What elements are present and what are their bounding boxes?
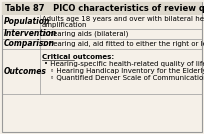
Text: Outcomes: Outcomes: [4, 67, 47, 76]
Text: Comparison: Comparison: [4, 40, 55, 49]
Text: ◦ Quantified Denver Scale of Communication: ◦ Quantified Denver Scale of Communicati…: [50, 75, 204, 81]
Text: Intervention: Intervention: [4, 29, 57, 38]
Text: Population: Population: [4, 18, 50, 27]
Text: Table 87   PICO characteristics of review question: Table 87 PICO characteristics of review …: [5, 4, 204, 13]
Text: 1 hearing aid, aid fitted to either the right or left ear (uni: 1 hearing aid, aid fitted to either the …: [42, 41, 204, 47]
Text: 2 hearing aids (bilateral): 2 hearing aids (bilateral): [42, 31, 128, 37]
Text: Critical outcomes:: Critical outcomes:: [42, 54, 114, 60]
Text: • Hearing-specific health-related quality of life: • Hearing-specific health-related qualit…: [44, 61, 204, 67]
Text: ◦ Hearing Handicap Inventory for the Elderly: ◦ Hearing Handicap Inventory for the Eld…: [50, 68, 204, 74]
FancyBboxPatch shape: [2, 2, 202, 15]
FancyBboxPatch shape: [2, 2, 202, 132]
Text: Adults age 18 years and over with bilateral hearing loss,
amplification: Adults age 18 years and over with bilate…: [42, 16, 204, 29]
